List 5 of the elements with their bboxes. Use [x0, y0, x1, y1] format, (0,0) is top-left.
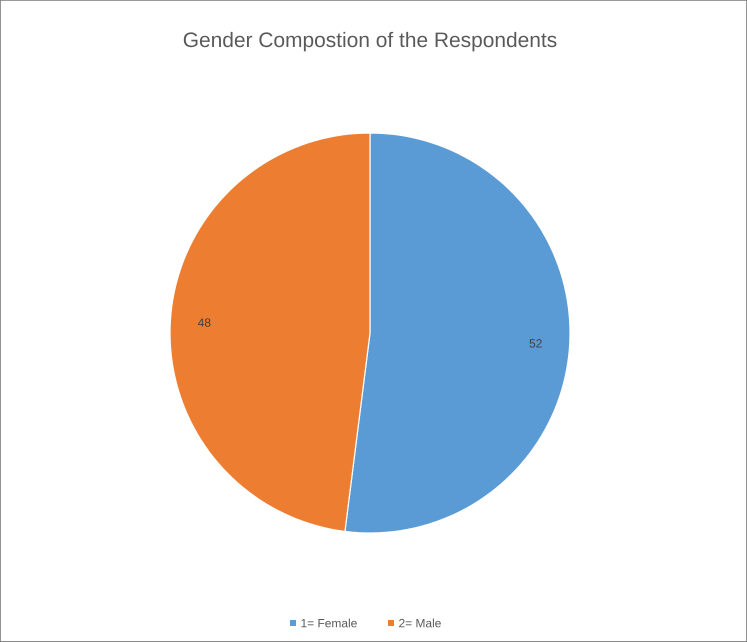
chart-title: Gender Compostion of the Respondents: [184, 32, 556, 52]
data-label: 48: [198, 318, 210, 327]
legend-label: 1= Female: [301, 618, 357, 628]
legend-label: 2= Male: [399, 618, 441, 628]
data-label: 52: [530, 339, 542, 348]
